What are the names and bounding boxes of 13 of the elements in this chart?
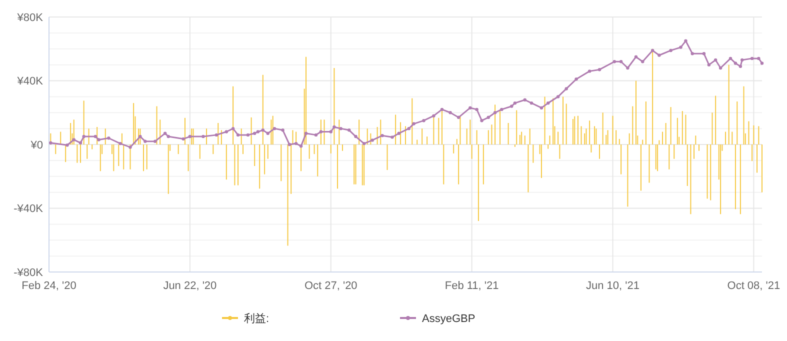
y-tick-label: ¥0 [30, 139, 43, 152]
x-tick-label: Feb 11, '21 [444, 280, 499, 292]
y-tick-label: -¥40K [14, 203, 44, 216]
x-tick-label: Oct 27, '20 [304, 280, 358, 292]
x-tick-label: Feb 24, '20 [22, 280, 76, 292]
x-tick-label: Jun 10, '21 [586, 280, 640, 292]
legend-label: AssyeGBP [422, 312, 476, 325]
y-tick-label: -¥80K [14, 266, 44, 279]
x-tick-label: Oct 08, '21 [727, 280, 780, 292]
legend-label: 利益: [244, 312, 270, 325]
y-tick-label: ¥40K [16, 76, 44, 88]
y-tick-label: ¥80K [16, 12, 44, 24]
x-tick-label: Jun 22, '20 [163, 280, 217, 292]
